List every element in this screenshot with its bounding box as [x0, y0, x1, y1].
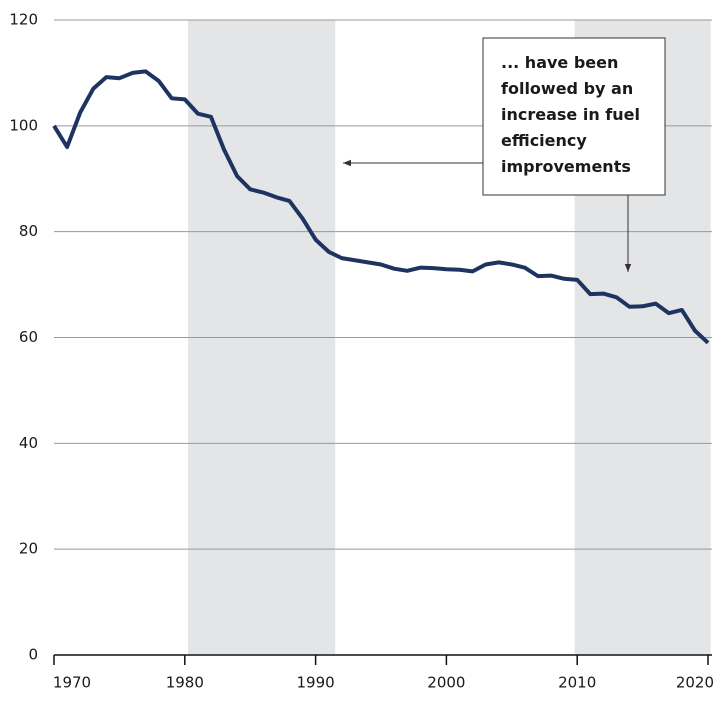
x-tick-label: 1980 [166, 674, 204, 692]
y-tick-label: 20 [19, 540, 38, 558]
annotation-text: improvements [501, 157, 631, 176]
y-tick-label: 100 [9, 116, 38, 134]
annotation-text: efficiency [501, 131, 587, 150]
x-tick-label: 2010 [558, 674, 596, 692]
y-tick-label: 80 [19, 222, 38, 240]
y-tick-label: 0 [28, 646, 38, 664]
x-tick-label: 1970 [53, 674, 91, 692]
y-tick-label: 60 [19, 328, 38, 346]
annotation-text: followed by an [501, 79, 633, 98]
x-tick-label: 1990 [297, 674, 335, 692]
y-tick-label: 40 [19, 434, 38, 452]
x-tick-label: 2020 [676, 674, 714, 692]
x-tick-label: 2000 [427, 674, 465, 692]
annotation-box [482, 37, 666, 196]
annotation-text: ... have been [501, 53, 618, 72]
annotation-text: increase in fuel [501, 105, 640, 124]
annotation: ... have been followed by an increase in f… [343, 37, 666, 272]
y-tick-label: 120 [9, 11, 38, 29]
data-line [52, 69, 710, 345]
